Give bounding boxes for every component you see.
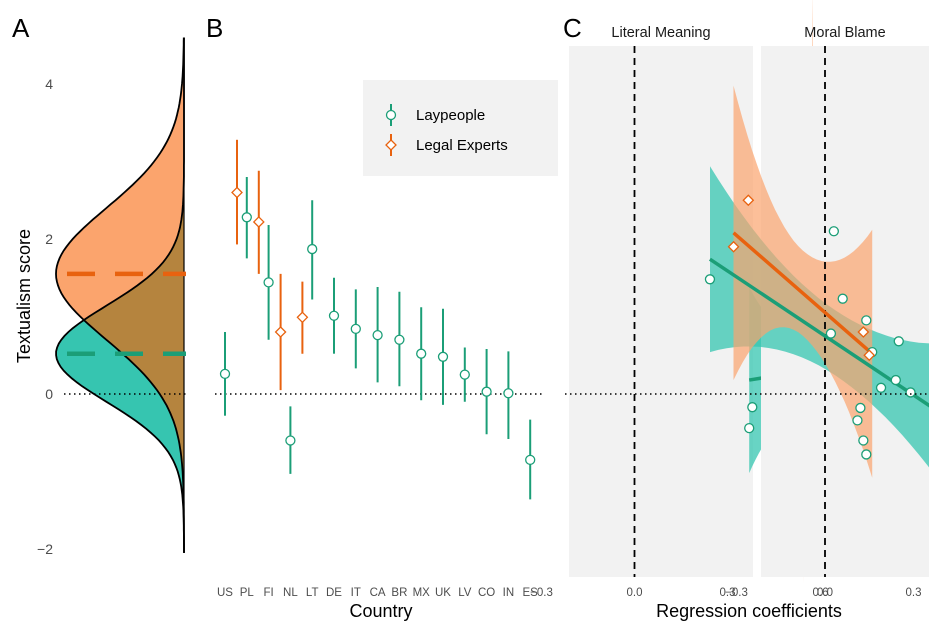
laypeople-point: [416, 348, 427, 359]
laypeople-fit-line: [708, 257, 929, 408]
country-tick-label: UK: [435, 587, 451, 599]
country-tick-label: IT: [351, 587, 361, 599]
laypeople-point: [394, 334, 405, 345]
panel-a-density: −2 0 2 4: [37, 37, 186, 557]
country-tick-label: US: [217, 587, 233, 599]
country-tick-label: FI: [263, 587, 273, 599]
y-tick-label: 0: [45, 386, 53, 402]
laypeople-point: [704, 274, 716, 285]
panel-c-regression: Literal Meaning −0.3 0.0 0.3 0.6 Moral Blame −…: [530, 0, 929, 599]
laypeople-density-area: [56, 37, 184, 553]
y-tick-label: 4: [45, 76, 53, 92]
x-axis-title-regression: Regression coefficients: [656, 601, 842, 621]
legend-laypeople-marker: [385, 109, 397, 121]
panel-b-country-estimates: US PL FI NL LT DE IT CA BR MX UK LV CO IN ES: [215, 139, 545, 599]
experts-fit-line: [732, 231, 874, 356]
laypeople-point: [459, 369, 470, 380]
laypeople-point: [328, 310, 340, 321]
y-tick-label: 2: [45, 231, 53, 247]
country-tick-label: CA: [370, 587, 386, 599]
laypeople-point: [852, 415, 863, 426]
laypeople-point: [241, 212, 252, 223]
laypeople-point: [525, 454, 536, 466]
experts-point: [296, 311, 309, 324]
regression-tick-label: 0.0: [817, 587, 833, 599]
y-axis-title: Textualism score: [14, 229, 34, 363]
laypeople-point: [861, 315, 872, 326]
legend-experts-label: Legal Experts: [416, 137, 508, 154]
country-tick-label: LT: [306, 587, 319, 599]
country-tick-label: CO: [478, 587, 495, 599]
laypeople-point: [837, 293, 848, 304]
experts-point: [857, 326, 870, 338]
country-tick-label: DE: [326, 587, 342, 599]
experts-point: [252, 216, 265, 228]
regression-tick-label: 0.3: [720, 587, 736, 599]
overlap-density-area: [84, 37, 184, 553]
regression-tick-label: −0.3: [725, 587, 748, 599]
laypeople-point: [861, 449, 872, 460]
laypeople-point: [263, 277, 274, 288]
laypeople-point: [858, 435, 869, 446]
laypeople-point: [905, 387, 916, 398]
laypeople-point: [828, 226, 839, 237]
panel-letter-c: C: [563, 13, 582, 43]
legend-experts-marker: [385, 139, 397, 151]
country-tick-label: LV: [458, 587, 472, 599]
laypeople-point: [437, 351, 449, 362]
experts-confidence-band: [733, 85, 873, 478]
laypeople-point: [744, 422, 755, 434]
legend-laypeople-label: Laypeople: [416, 107, 485, 124]
country-tick-label: IN: [503, 587, 515, 599]
facet-title: Moral Blame: [804, 25, 885, 41]
experts-point: [727, 240, 740, 253]
country-tick-label: PL: [240, 587, 255, 599]
laypeople-point: [893, 336, 904, 347]
laypeople-point: [219, 368, 231, 380]
panel-letter-b: B: [206, 13, 223, 43]
regression-tick-label: 0.0: [627, 587, 643, 599]
laypeople-point: [890, 374, 901, 386]
laypeople-point: [875, 382, 887, 393]
laypeople-point: [855, 402, 866, 414]
facet-title: Literal Meaning: [611, 25, 710, 41]
experts-point: [274, 326, 287, 338]
y-tick-label: −2: [37, 541, 53, 557]
facet-moral-blame: Moral Blame −0.3 0.0 0.3 0.6: [704, 25, 929, 599]
laypeople-point: [747, 402, 758, 413]
laypeople-point: [307, 243, 318, 255]
experts-density-area: [56, 37, 184, 553]
regression-tick-label: 0.6: [813, 587, 829, 599]
experts-point: [231, 186, 243, 199]
country-tick-label: MX: [413, 587, 431, 599]
country-tick-label: ES: [523, 587, 539, 599]
experts-point: [863, 349, 876, 362]
laypeople-point: [285, 435, 296, 446]
country-tick-label: NL: [283, 587, 298, 599]
legend-background: [363, 80, 558, 176]
regression-tick-label: −0.3: [530, 587, 553, 599]
regression-tick-label: 0.3: [906, 587, 922, 599]
legend: Laypeople Legal Experts: [363, 80, 558, 176]
experts-point: [742, 194, 755, 207]
laypeople-point: [372, 329, 383, 341]
laypeople-point: [481, 386, 492, 397]
panel-letter-a: A: [12, 13, 30, 43]
laypeople-point: [503, 388, 514, 399]
country-tick-label: BR: [391, 587, 407, 599]
laypeople-point: [825, 328, 837, 339]
x-axis-title-country: Country: [349, 601, 412, 621]
experts-density-outline: [55, 37, 185, 553]
laypeople-point: [350, 323, 361, 335]
